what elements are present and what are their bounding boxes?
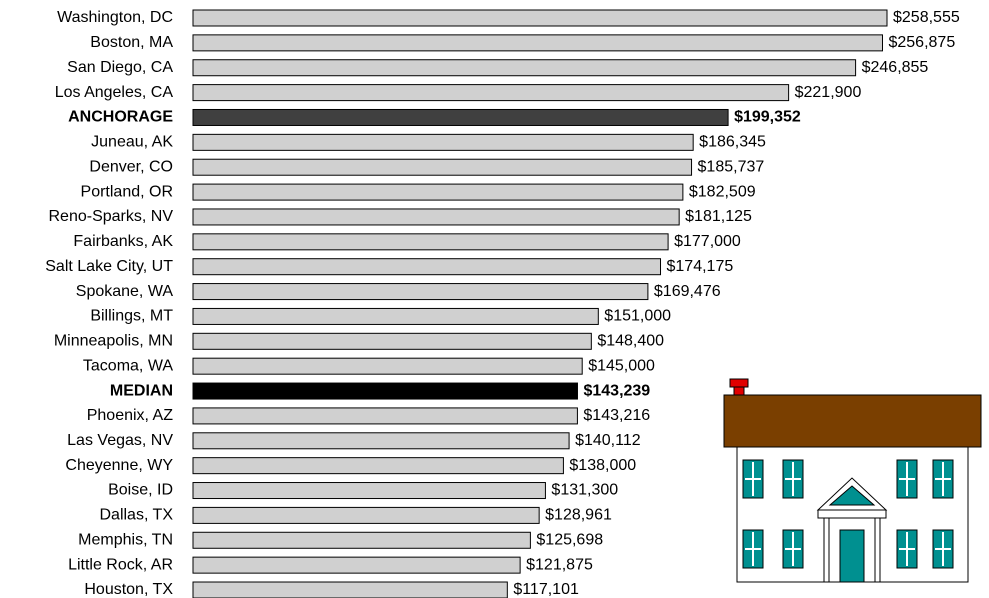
bar (192, 382, 578, 400)
bar (192, 332, 592, 350)
bar (192, 183, 684, 201)
category-label: Fairbanks, AK (73, 233, 173, 250)
category-label: ANCHORAGE (68, 109, 173, 126)
category-label: Salt Lake City, UT (45, 258, 173, 275)
bar (192, 133, 694, 151)
category-label: MEDIAN (110, 382, 173, 399)
category-label: Dallas, TX (99, 507, 173, 524)
category-label: Phoenix, AZ (87, 407, 174, 424)
value-label: $186,345 (699, 134, 766, 151)
bar (192, 482, 546, 500)
bar (192, 506, 540, 524)
bar (192, 556, 521, 574)
value-label: $182,509 (689, 183, 756, 200)
category-label: Las Vegas, NV (67, 432, 173, 449)
bar (192, 283, 649, 301)
value-label: $174,175 (667, 258, 734, 275)
bar (192, 407, 578, 425)
category-label: Cheyenne, WY (65, 457, 173, 474)
category-label: Tacoma, WA (83, 357, 173, 374)
bar (192, 108, 729, 126)
category-label: Minneapolis, MN (54, 333, 173, 350)
category-label: Boise, ID (108, 482, 173, 499)
value-label: $138,000 (569, 457, 636, 474)
category-label: Spokane, WA (76, 283, 174, 300)
bar (192, 84, 790, 102)
value-label: $177,000 (674, 233, 741, 250)
value-label: $145,000 (588, 357, 655, 374)
value-label: $140,112 (575, 432, 641, 449)
category-label: Boston, MA (90, 34, 173, 51)
value-label: $131,300 (551, 482, 618, 499)
value-label: $256,875 (888, 34, 955, 51)
bar (192, 581, 508, 598)
bar (192, 9, 888, 27)
value-label: $117,101 (513, 581, 579, 598)
value-label: $128,961 (545, 507, 612, 524)
category-label: San Diego, CA (67, 59, 173, 76)
bar (192, 531, 531, 549)
bar (192, 258, 662, 276)
category-label: Denver, CO (89, 158, 173, 175)
value-label: $169,476 (654, 283, 721, 300)
category-label: Portland, OR (81, 183, 173, 200)
value-label: $246,855 (862, 59, 929, 76)
category-label: Reno-Sparks, NV (49, 208, 174, 225)
category-label: Los Angeles, CA (55, 84, 174, 101)
bar (192, 432, 570, 450)
value-label: $181,125 (685, 208, 752, 225)
bar (192, 59, 857, 77)
category-label: Juneau, AK (91, 134, 173, 151)
category-label: Washington, DC (57, 9, 173, 26)
house-illustration (723, 378, 982, 583)
bar (192, 457, 564, 475)
bar (192, 357, 583, 375)
category-label: Billings, MT (90, 308, 173, 325)
value-label: $199,352 (734, 109, 801, 126)
bar (192, 158, 693, 176)
value-label: $125,698 (536, 531, 603, 548)
value-label: $143,216 (583, 407, 650, 424)
bar (192, 208, 680, 226)
bar (192, 233, 669, 251)
bar (192, 34, 883, 52)
value-label: $148,400 (597, 333, 664, 350)
category-label: Memphis, TN (78, 531, 173, 548)
value-label: $221,900 (795, 84, 862, 101)
value-label: $121,875 (526, 556, 593, 573)
value-label: $258,555 (893, 9, 960, 26)
value-label: $151,000 (604, 308, 671, 325)
category-label: Houston, TX (84, 581, 173, 598)
value-label: $143,239 (583, 382, 650, 399)
value-label: $185,737 (698, 158, 765, 175)
bar (192, 307, 599, 325)
category-label: Little Rock, AR (68, 556, 173, 573)
